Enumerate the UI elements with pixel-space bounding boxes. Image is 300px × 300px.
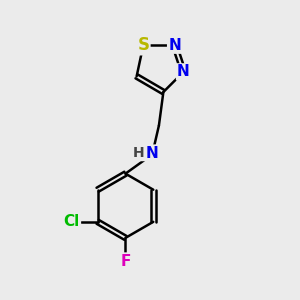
Text: N: N — [146, 146, 159, 160]
Text: H: H — [133, 146, 145, 160]
Text: S: S — [137, 36, 149, 54]
Text: F: F — [120, 254, 131, 268]
Text: N: N — [168, 38, 181, 53]
Text: Cl: Cl — [64, 214, 80, 229]
Text: N: N — [177, 64, 190, 80]
